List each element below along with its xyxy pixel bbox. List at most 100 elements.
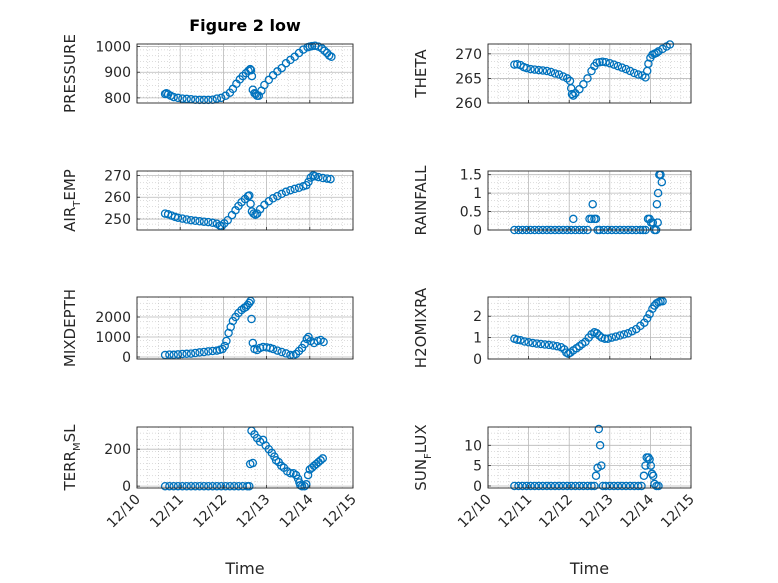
data-point (540, 340, 550, 349)
data-point (169, 481, 178, 491)
data-point (609, 60, 619, 69)
data-point (538, 66, 548, 75)
data-point (186, 481, 196, 491)
data-point (223, 215, 232, 225)
data-point (571, 481, 580, 491)
grid (487, 426, 692, 489)
data-point (611, 332, 621, 341)
data-point (569, 91, 578, 100)
data-point (613, 61, 623, 71)
data-point (300, 481, 309, 491)
axes-box (136, 296, 354, 360)
data-point (212, 481, 222, 491)
data-point (530, 65, 539, 74)
data-point (583, 74, 592, 83)
data-point (229, 481, 239, 491)
data-point (212, 94, 222, 103)
data-point (247, 314, 256, 324)
data-point (204, 481, 213, 491)
data-point (216, 93, 226, 103)
data-point (615, 331, 625, 340)
data-point (579, 80, 588, 89)
data-point (601, 481, 610, 491)
data-point (186, 349, 196, 358)
data-point (260, 80, 269, 90)
series-markers (510, 40, 675, 100)
data-point (248, 458, 258, 468)
data-point (605, 58, 615, 68)
y-tick-label: 1 (473, 331, 482, 347)
data-point (645, 455, 654, 464)
data-point (546, 481, 556, 491)
data-point (204, 347, 213, 356)
y-tick-label: 250 (104, 212, 131, 228)
y-tick-label: 200 (104, 442, 131, 458)
data-point (542, 66, 552, 76)
y-axis-label: TERRMSL (61, 424, 83, 492)
data-point (569, 214, 578, 224)
y-axis-label: SUNFLUX (412, 424, 434, 490)
data-point (249, 209, 258, 218)
data-point (526, 481, 535, 491)
data-point (648, 471, 658, 481)
y-tick-label: 270 (104, 168, 131, 184)
data-point (534, 65, 544, 75)
data-point (191, 481, 200, 491)
data-point (625, 481, 635, 491)
data-point (542, 481, 552, 491)
data-point (216, 481, 226, 491)
data-point (273, 191, 282, 201)
data-point (273, 346, 282, 355)
subplot-5: 0 1000 2000 MIXDEPTH (61, 289, 354, 367)
data-point (530, 481, 539, 491)
data-point (554, 70, 564, 79)
data-point (204, 95, 213, 105)
data-point (220, 341, 229, 351)
data-point (178, 349, 187, 359)
data-point (199, 347, 209, 357)
data-point (605, 481, 615, 491)
data-point (182, 94, 191, 104)
data-point (225, 481, 235, 491)
x-tick-label: 12/14 (277, 491, 317, 531)
series-markers (510, 424, 663, 491)
data-point (566, 481, 576, 491)
x-axis-label: Time (224, 559, 264, 578)
data-point (640, 318, 649, 327)
data-point (522, 481, 531, 491)
data-point (510, 60, 519, 69)
data-point (587, 481, 596, 491)
y-tick-label: 10 (464, 438, 482, 454)
data-point (591, 471, 601, 481)
y-tick-label: 0 (473, 223, 482, 239)
data-point (550, 69, 560, 78)
x-tick-label: 12/12 (190, 492, 230, 532)
data-point (221, 481, 230, 491)
series-markers (160, 296, 328, 360)
x-axis-label: Time (569, 559, 609, 578)
data-point (208, 218, 217, 228)
data-point (621, 481, 631, 491)
data-point (327, 52, 336, 62)
data-point (554, 481, 564, 491)
data-point (195, 95, 204, 105)
data-point (548, 341, 558, 350)
data-point (245, 298, 254, 308)
data-point (307, 41, 317, 51)
data-point (182, 215, 191, 224)
subplot-8: 0 5 10 12/10 12/11 12/12 12/13 12/14 12/15 Time SU… (412, 424, 698, 578)
x-tick-label: 12/12 (536, 492, 576, 532)
y-axis-label: AIRTEMP (61, 169, 83, 232)
x-tick-label: 12/15 (658, 492, 698, 532)
y-tick-label: 1.5 (460, 168, 482, 184)
data-point (652, 199, 662, 209)
data-point (575, 481, 584, 491)
data-point (199, 481, 209, 491)
data-point (588, 199, 597, 209)
data-point (277, 189, 286, 199)
data-point (603, 334, 613, 343)
y-tick-label: 2 (473, 309, 482, 325)
axes-box (487, 296, 692, 360)
data-point (186, 215, 196, 225)
data-point (558, 72, 568, 81)
